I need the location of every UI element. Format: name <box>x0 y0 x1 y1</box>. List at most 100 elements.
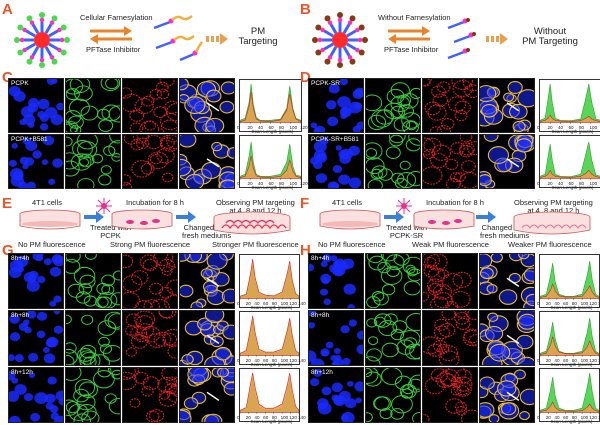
nanoparticle-small-icon-f <box>396 198 412 214</box>
g-r2-green-image <box>65 310 121 366</box>
image-row-label: PCPK <box>11 80 29 87</box>
peptide-dot <box>29 55 35 60</box>
nanoparticle-core <box>332 32 348 48</box>
peptide-dot <box>327 20 333 25</box>
x-tick-label: 60 <box>568 125 574 130</box>
peptide-tip <box>60 49 67 56</box>
petri-dish-icon-f2 <box>413 209 475 230</box>
x-tick-label: 60 <box>568 181 574 186</box>
d-r1-blue-image: PCPK-SR <box>308 78 364 133</box>
peptide-tip <box>362 37 368 43</box>
peptide-tip <box>349 58 356 65</box>
x-tick-label: 0 <box>237 301 240 306</box>
x-axis-label: Scan Length (pixels) <box>251 129 294 134</box>
peptide-dot <box>29 20 35 25</box>
x-tick-label: 60 <box>263 415 269 420</box>
peptide-dot <box>22 27 27 33</box>
peptide-tip <box>315 24 322 31</box>
nanoparticle-core <box>34 32 50 48</box>
reversible-arrow-icon-b <box>388 26 430 44</box>
peptide-tip <box>39 62 45 68</box>
peptide-dot <box>320 27 325 33</box>
header-h-3: Weaker PM fluorescence <box>508 240 592 249</box>
c-r2-blue-image: PCPK+B581 <box>8 134 64 189</box>
x-tick-label: 80 <box>271 415 277 420</box>
c-r2-merge-image <box>179 134 235 189</box>
header-g-3: Stronger PM fluorescence <box>212 240 299 249</box>
h-r3-merge-image <box>479 367 535 423</box>
panel-label-c: C <box>2 70 13 85</box>
x-tick-label: 20 <box>547 125 553 130</box>
x-tick-label: 120 <box>589 358 597 363</box>
cells-label-f: 4T1 cells <box>332 198 363 207</box>
x-tick-label: 0 <box>537 181 540 186</box>
peptide-tip <box>39 12 45 18</box>
peptide-tip <box>349 15 356 22</box>
x-tick-label: 60 <box>263 301 269 306</box>
x-tick-label: 140 <box>298 301 306 306</box>
x-tick-label: 100 <box>280 415 289 420</box>
panel-label-f: F <box>300 195 310 212</box>
arrow-icon-f2 <box>476 211 496 223</box>
peptide-dot <box>355 27 360 33</box>
x-tick-label: 60 <box>563 301 569 306</box>
x-tick-label: 100 <box>289 181 298 186</box>
h-r2-red-image <box>422 310 478 366</box>
x-tick-label: 100 <box>280 301 289 306</box>
x-tick-label: 120 <box>289 415 297 420</box>
x-axis-label: Scan Length (pixels) <box>250 419 293 424</box>
x-tick-label: 60 <box>563 415 569 420</box>
header-h-2: Weak PM fluorescence <box>412 240 489 249</box>
c-r1-green-image <box>65 78 121 133</box>
profile-area-red <box>540 169 600 179</box>
image-row-label: 8h+8h <box>11 312 30 319</box>
profile-area-green <box>540 372 599 413</box>
label-without-farnesylation: Without Farnesylation <box>378 13 451 22</box>
peptide-tip <box>324 58 331 65</box>
x-tick-label: 40 <box>554 415 560 420</box>
arrow-icon-e2 <box>176 211 196 223</box>
profile-area-red <box>240 258 299 299</box>
x-tick-label: 100 <box>580 358 589 363</box>
image-row-label: PCPK-SR <box>311 80 340 87</box>
x-tick-label: 80 <box>571 301 577 306</box>
farnesylated-peptides-icon <box>153 15 204 62</box>
x-tick-label: 100 <box>280 358 289 363</box>
x-tick-label: 140 <box>298 358 306 363</box>
x-tick-label: 0 <box>537 301 540 306</box>
g-r2-merge-image <box>179 310 235 366</box>
peptide-tip <box>337 62 343 68</box>
h-r1-merge-image <box>479 253 535 309</box>
image-row-label: PCPK-SR+B581 <box>311 136 359 143</box>
x-tick-label: 120 <box>289 358 297 363</box>
g-profile-plot-2: 0 20 40 60 80 100 120 140 Scan Length (pixels) <box>237 311 306 367</box>
x-tick-label: 0 <box>237 415 240 420</box>
x-axis-label: Scan Length (pixels) <box>550 305 593 310</box>
peptide-dot <box>347 20 353 25</box>
x-tick-label: 60 <box>563 358 569 363</box>
peptide-tip <box>358 49 365 56</box>
x-tick-label: 140 <box>598 415 600 420</box>
peptide-dot <box>49 20 55 25</box>
d-r1-red-image <box>422 78 478 133</box>
x-tick-label: 140 <box>598 301 600 306</box>
g-r2-blue-image: 8h+8h <box>8 310 64 366</box>
image-row-label: 8h+4h <box>11 255 30 262</box>
petri-dish-icon-e1 <box>19 209 81 230</box>
peptide-tip <box>51 15 58 22</box>
h-r1-green-image <box>365 253 421 309</box>
x-tick-label: 20 <box>547 181 553 186</box>
x-tick-label: 40 <box>558 181 564 186</box>
x-axis-label: Scan Length (pixels) <box>550 362 593 367</box>
c-r1-merge-image <box>179 78 235 133</box>
x-tick-label: 60 <box>263 358 269 363</box>
profile-area-green <box>240 141 301 179</box>
observe-label-f: Observing PM targeting at 4, 8 and 12 h <box>514 198 593 215</box>
image-row-label: 8h+12h <box>311 369 333 376</box>
c-profile-plot-1: 0 20 40 60 80 100 120 Scan Length (pixels) <box>237 79 308 134</box>
x-tick-label: 40 <box>554 358 560 363</box>
c-r1-red-image <box>122 78 178 133</box>
header-h-1: No PM fluorescence <box>318 240 386 249</box>
